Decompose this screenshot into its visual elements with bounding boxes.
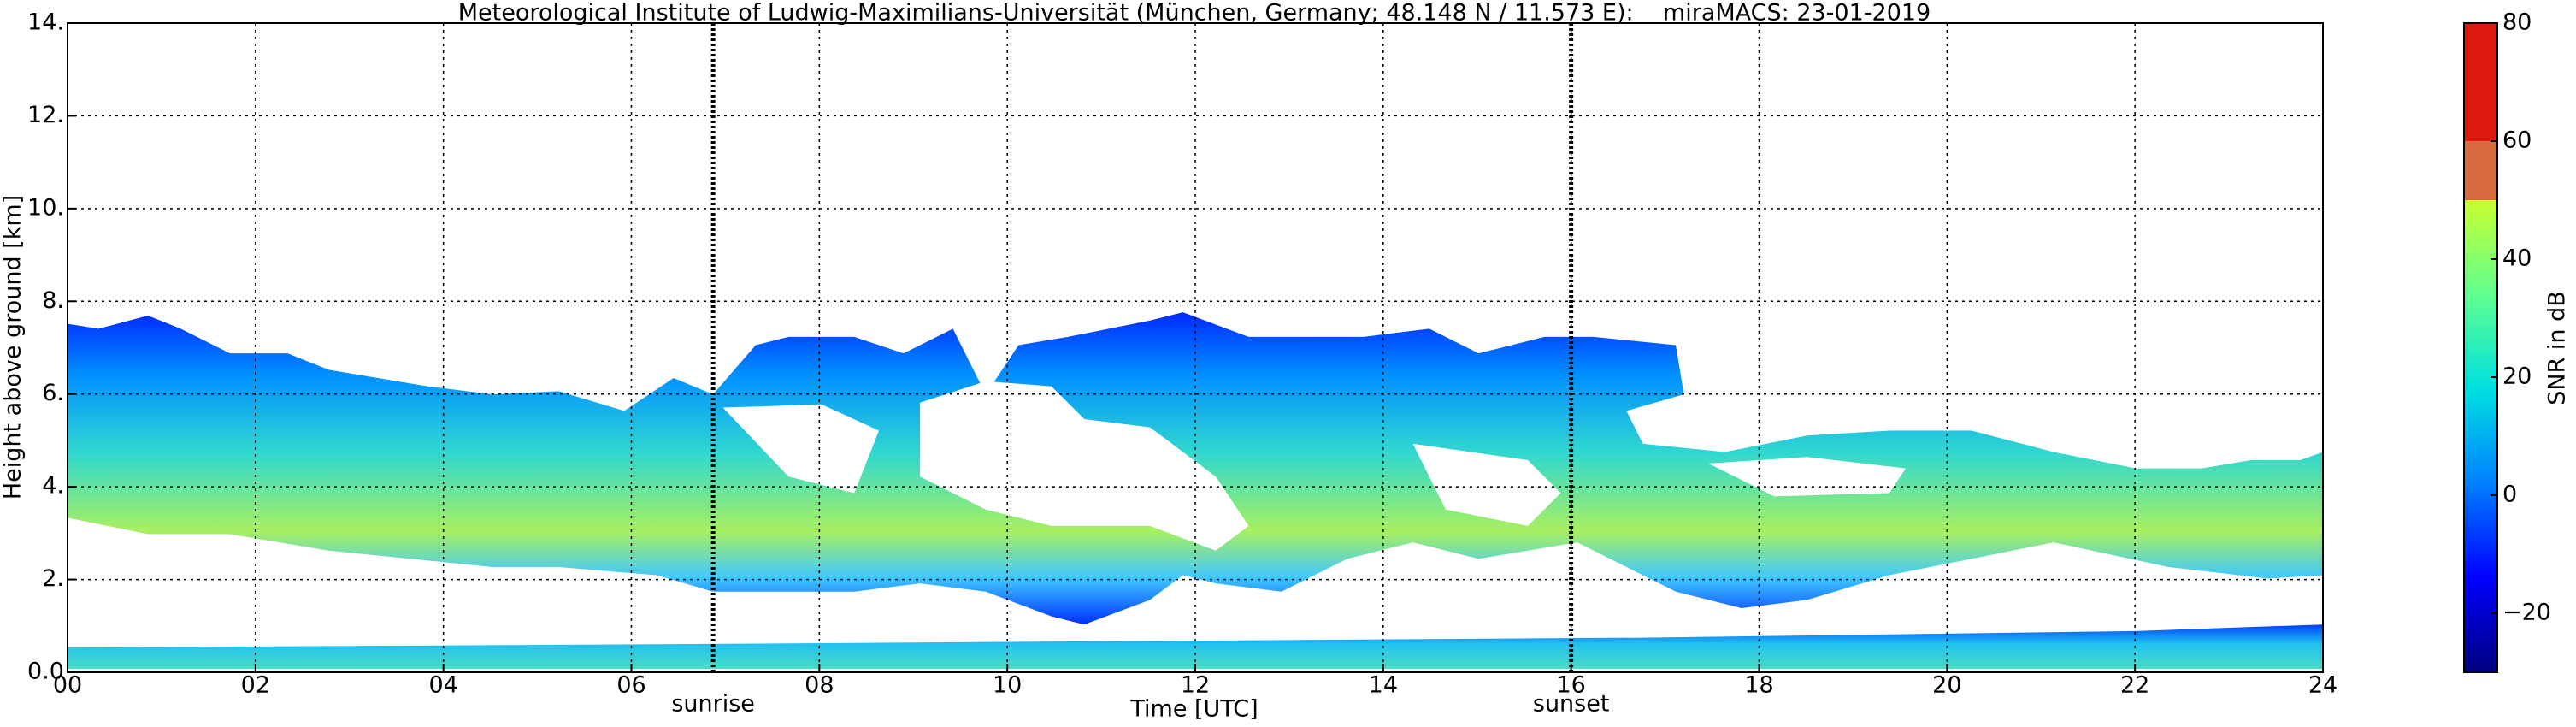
y-tick-label: 2. — [42, 565, 64, 592]
colorbar-band — [2464, 23, 2497, 141]
x-tick-label: 18 — [1744, 672, 1773, 699]
colorbar-band — [2464, 200, 2497, 672]
colorbar-tick-label: 0 — [2502, 482, 2517, 508]
x-tick-label: 06 — [616, 672, 645, 699]
annotation-label: sunrise — [671, 691, 755, 718]
colorbar-tick-label: 60 — [2502, 127, 2532, 154]
x-tick-label: 12 — [1181, 672, 1210, 699]
x-tick-label: 14 — [1369, 672, 1398, 699]
colorbar-tick-label: −20 — [2502, 600, 2551, 626]
x-tick-label: 08 — [805, 672, 834, 699]
y-tick-label: 12. — [27, 102, 64, 128]
y-tick-label: 14. — [27, 9, 64, 36]
y-tick-label: 6. — [42, 380, 64, 406]
x-tick-label: 24 — [2308, 672, 2337, 699]
x-tick-label: 10 — [993, 672, 1022, 699]
y-tick-label: 10. — [27, 194, 64, 221]
colorbar-tick-label: 40 — [2502, 245, 2532, 272]
x-tick-label: 02 — [241, 672, 270, 699]
annotation-label: sunset — [1533, 691, 1610, 718]
y-tick-label: 4. — [42, 473, 64, 499]
x-tick-label: 22 — [2120, 672, 2149, 699]
colorbar-tick-label: 20 — [2502, 364, 2532, 390]
y-tick-label: 8. — [42, 287, 64, 314]
chart-title: Meteorological Institute of Ludwig-Maxim… — [458, 0, 1931, 27]
plot-frame — [67, 22, 2324, 673]
colorbar-label: SNR in dB — [2544, 291, 2571, 405]
y-tick-label: 0.0 — [27, 659, 64, 685]
colorbar-tick-label: 80 — [2502, 9, 2532, 36]
colorbar-frame — [2463, 22, 2498, 673]
x-axis-label: Time [UTC] — [1129, 696, 1258, 723]
x-tick-label: 04 — [428, 672, 457, 699]
cloud-gap — [1412, 443, 1561, 526]
cloud-gap — [722, 404, 880, 494]
x-tick-label: 16 — [1556, 672, 1585, 699]
x-tick-label: 00 — [53, 672, 82, 699]
y-axis-label: Height above ground [km] — [0, 195, 27, 499]
colorbar-band — [2464, 141, 2497, 200]
cloud-gap — [920, 381, 1249, 551]
x-tick-label: 20 — [1932, 672, 1961, 699]
